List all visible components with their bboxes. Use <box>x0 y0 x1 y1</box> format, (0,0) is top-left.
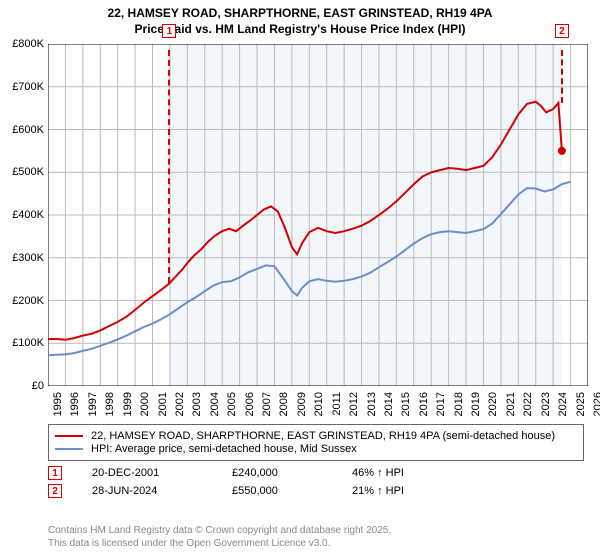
marker-row-2: 2 28-JUN-2024 £550,000 21% ↑ HPI <box>48 482 404 500</box>
marker-price-2: £550,000 <box>232 485 352 497</box>
x-tick-label: 2020 <box>487 392 499 416</box>
legend-swatch-property <box>55 435 83 437</box>
y-tick-label: £200K <box>12 295 44 307</box>
y-tick-label: £0 <box>32 380 44 392</box>
x-tick-label: 2012 <box>348 392 360 416</box>
x-tick-label: 2009 <box>296 392 308 416</box>
marker-indicator-line <box>168 50 170 283</box>
x-tick-label: 2015 <box>400 392 412 416</box>
markers-table: 1 20-DEC-2001 £240,000 46% ↑ HPI 2 28-JU… <box>48 464 404 500</box>
y-tick-label: £600K <box>12 124 44 136</box>
x-tick-label: 2023 <box>540 392 552 416</box>
x-tick-label: 1996 <box>69 392 81 416</box>
x-tick-label: 2018 <box>453 392 465 416</box>
marker-indicator-line <box>561 50 563 103</box>
legend-item-property: 22, HAMSEY ROAD, SHARPTHORNE, EAST GRINS… <box>55 430 577 442</box>
marker-badge-2: 2 <box>48 484 62 498</box>
x-tick-label: 2013 <box>366 392 378 416</box>
y-tick-label: £100K <box>12 337 44 349</box>
footer-line1: Contains HM Land Registry data © Crown c… <box>48 525 391 538</box>
y-tick-label: £500K <box>12 166 44 178</box>
plot-region <box>48 44 588 386</box>
x-tick-label: 1995 <box>52 392 64 416</box>
x-tick-label: 2022 <box>522 392 534 416</box>
x-tick-label: 2007 <box>261 392 273 416</box>
chart-title-line2: Price paid vs. HM Land Registry's House … <box>0 22 600 36</box>
x-tick-label: 2006 <box>244 392 256 416</box>
x-tick-label: 2016 <box>418 392 430 416</box>
legend-label-property: 22, HAMSEY ROAD, SHARPTHORNE, EAST GRINS… <box>91 430 555 442</box>
footer: Contains HM Land Registry data © Crown c… <box>48 525 391 550</box>
chart-title-line1: 22, HAMSEY ROAD, SHARPTHORNE, EAST GRINS… <box>0 0 600 22</box>
x-tick-label: 1998 <box>104 392 116 416</box>
legend-item-hpi: HPI: Average price, semi-detached house,… <box>55 443 577 455</box>
x-tick-label: 2008 <box>278 392 290 416</box>
y-tick-label: £700K <box>12 81 44 93</box>
x-tick-label: 2004 <box>209 392 221 416</box>
legend-label-hpi: HPI: Average price, semi-detached house,… <box>91 443 357 455</box>
x-tick-label: 2000 <box>139 392 151 416</box>
chart-marker-2: 2 <box>555 24 569 38</box>
x-tick-label: 2024 <box>557 392 569 416</box>
y-axis: £0£100K£200K£300K£400K£500K£600K£700K£80… <box>2 44 46 386</box>
x-tick-label: 2019 <box>470 392 482 416</box>
x-tick-label: 1997 <box>87 392 99 416</box>
marker-row-1: 1 20-DEC-2001 £240,000 46% ↑ HPI <box>48 464 404 482</box>
y-tick-label: £400K <box>12 209 44 221</box>
y-tick-label: £800K <box>12 38 44 50</box>
y-tick-label: £300K <box>12 252 44 264</box>
x-tick-label: 2021 <box>505 392 517 416</box>
x-tick-label: 2001 <box>157 392 169 416</box>
marker-delta-1: 46% ↑ HPI <box>352 467 404 479</box>
x-tick-label: 2014 <box>383 392 395 416</box>
marker-date-1: 20-DEC-2001 <box>92 467 232 479</box>
legend-swatch-hpi <box>55 448 83 450</box>
x-tick-label: 2002 <box>174 392 186 416</box>
x-tick-label: 2003 <box>191 392 203 416</box>
x-tick-label: 2011 <box>331 392 343 416</box>
chart-area: £0£100K£200K£300K£400K£500K£600K£700K£80… <box>48 44 588 386</box>
legend: 22, HAMSEY ROAD, SHARPTHORNE, EAST GRINS… <box>48 424 584 461</box>
chart-marker-1: 1 <box>162 24 176 38</box>
x-tick-label: 2010 <box>313 392 325 416</box>
marker-price-1: £240,000 <box>232 467 352 479</box>
footer-line2: This data is licensed under the Open Gov… <box>48 538 391 551</box>
marker-delta-2: 21% ↑ HPI <box>352 485 404 497</box>
x-tick-label: 2025 <box>575 392 587 416</box>
marker-date-2: 28-JUN-2024 <box>92 485 232 497</box>
marker-badge-1: 1 <box>48 466 62 480</box>
x-tick-label: 2005 <box>226 392 238 416</box>
x-tick-label: 2017 <box>435 392 447 416</box>
x-tick-label: 2026 <box>592 392 600 416</box>
x-tick-label: 1999 <box>122 392 134 416</box>
